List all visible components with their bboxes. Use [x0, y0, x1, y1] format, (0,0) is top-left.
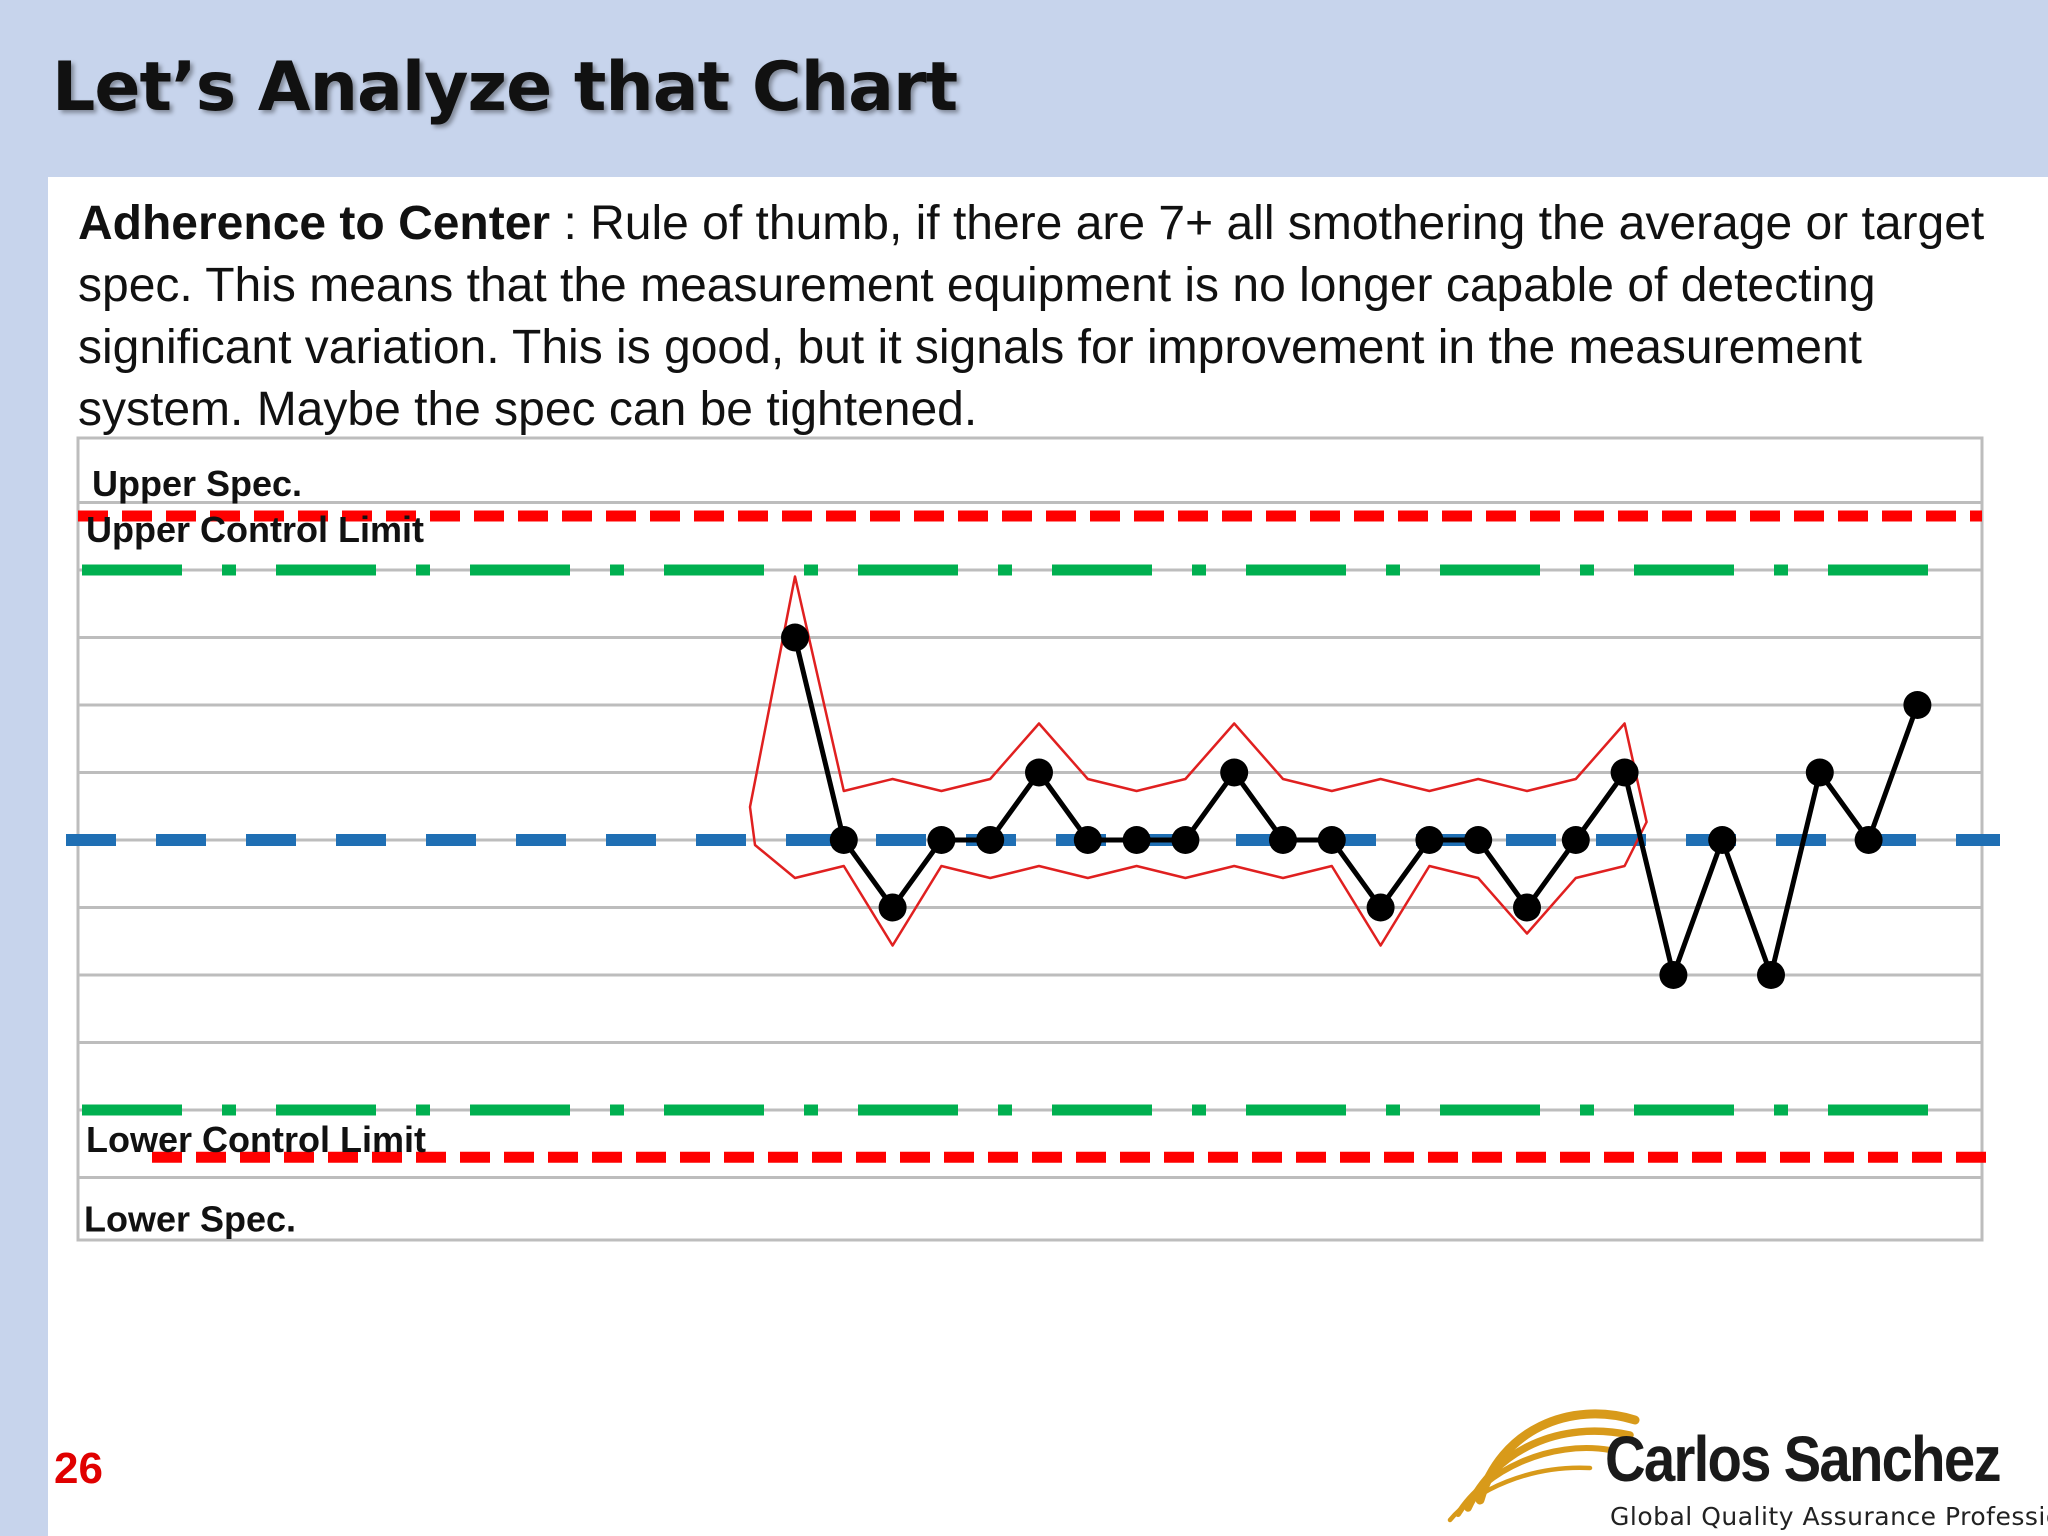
data-point — [1610, 758, 1639, 787]
data-point — [878, 893, 907, 922]
upper-spec-label: Upper Spec. — [92, 463, 302, 504]
data-point — [829, 826, 858, 854]
data-point — [1415, 826, 1444, 854]
data-point — [1220, 758, 1249, 787]
series-line — [792, 636, 1920, 978]
upper-control-label: Upper Control Limit — [86, 509, 424, 550]
data-point — [927, 826, 956, 854]
swoosh-arc — [1455, 1445, 1613, 1517]
swoosh-arc — [1447, 1465, 1593, 1523]
data-point — [1025, 758, 1053, 787]
data-point — [1659, 961, 1688, 989]
data-point — [1805, 758, 1834, 787]
lower-control-label: Lower Control Limit — [86, 1119, 426, 1160]
data-point — [1708, 826, 1737, 854]
logo-tagline: Global Quality Assurance Professional — [1610, 1502, 2048, 1531]
data-point — [1464, 826, 1493, 854]
body-heading: Adherence to Center — [78, 197, 551, 250]
logo-name: Carlos Sanchez — [1605, 1423, 2002, 1495]
data-point — [1073, 826, 1102, 854]
data-point — [1317, 826, 1346, 854]
data-point — [1122, 826, 1151, 854]
highlight-outline — [748, 575, 1648, 947]
data-point — [1171, 826, 1200, 854]
body-paragraph: Adherence to Center : Rule of thumb, if … — [78, 193, 2008, 441]
slide-title: Let’s Analyze that Chart — [52, 48, 958, 127]
data-point — [1903, 691, 1932, 719]
body-text: : Rule of thumb, if there are 7+ all smo… — [78, 197, 1985, 436]
data-point — [1366, 893, 1395, 922]
page-number: 26 — [54, 1444, 103, 1493]
data-point — [1854, 826, 1883, 854]
company-logo: Carlos Sanchez Global Quality Assurance … — [1440, 1390, 2048, 1531]
lower-spec-label: Lower Spec. — [84, 1198, 296, 1239]
data-point — [976, 826, 1005, 854]
data-point — [1561, 826, 1590, 854]
data-point — [781, 623, 809, 652]
data-point — [1757, 961, 1785, 989]
swoosh-logo-icon — [1447, 1409, 1640, 1523]
data-point — [1513, 893, 1541, 922]
data-point — [1269, 826, 1297, 854]
